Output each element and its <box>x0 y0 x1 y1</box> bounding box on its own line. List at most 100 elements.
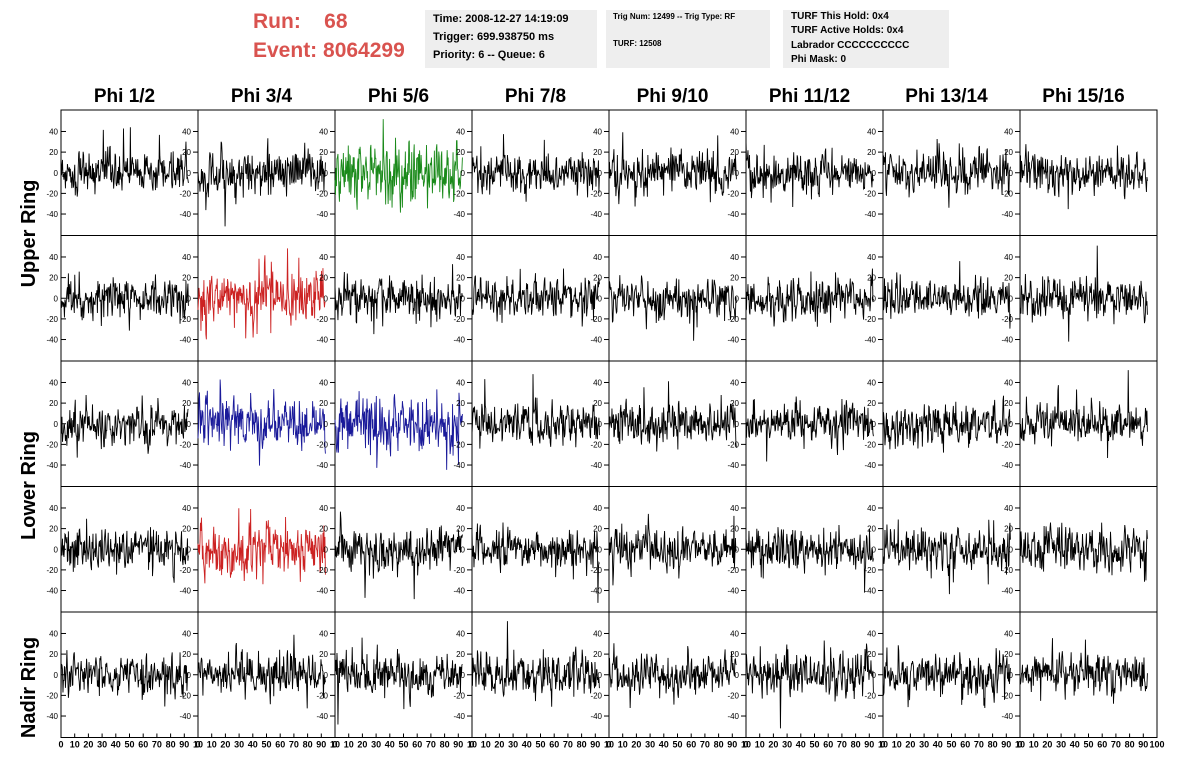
x-tick-label: 0 <box>332 740 337 750</box>
x-tick-label: 40 <box>659 740 669 750</box>
x-tick-label: 20 <box>220 740 230 750</box>
x-tick-label: 0 <box>58 740 63 750</box>
y-tick-label: -20 <box>590 566 602 575</box>
y-tick-label: 40 <box>182 127 191 136</box>
waveform-trace <box>334 389 463 470</box>
x-tick-label: 40 <box>248 740 258 750</box>
x-tick-label: 30 <box>508 740 518 750</box>
y-tick-label: 20 <box>456 274 465 283</box>
x-tick-label: 70 <box>426 740 436 750</box>
x-tick-label: 90 <box>1138 740 1148 750</box>
y-tick-label: -40 <box>316 587 328 596</box>
waveform-trace <box>745 140 874 208</box>
x-tick-label: 30 <box>234 740 244 750</box>
x-tick-label: 0 <box>743 740 748 750</box>
y-tick-label: 0 <box>54 420 59 429</box>
x-tick-label: 30 <box>1056 740 1066 750</box>
y-tick-label: -20 <box>453 691 465 700</box>
y-tick-label: 20 <box>1004 274 1013 283</box>
x-tick-label: 10 <box>1015 740 1025 750</box>
x-tick-label: 50 <box>124 740 134 750</box>
x-tick-label: 0 <box>880 740 885 750</box>
x-tick-label: 10 <box>330 740 340 750</box>
waveform-trace <box>745 396 874 462</box>
y-tick-label: 20 <box>867 274 876 283</box>
waveform-panel: -40 -20 0 20 40 <box>1001 235 1158 362</box>
y-tick-label: 40 <box>593 378 602 387</box>
y-tick-label: 40 <box>1004 629 1013 638</box>
waveform-trace <box>471 374 600 449</box>
y-tick-label: -20 <box>1001 691 1013 700</box>
y-tick-label: -20 <box>864 566 876 575</box>
waveform-trace <box>60 394 189 458</box>
y-tick-label: 0 <box>1009 169 1014 178</box>
panel-frame <box>60 235 199 362</box>
y-tick-label: -20 <box>727 691 739 700</box>
y-tick-label: 20 <box>456 399 465 408</box>
x-tick-label: 80 <box>851 740 861 750</box>
waveform-panel: -40 -20 0 20 40 <box>179 235 336 362</box>
event-number-label: Event: 8064299 <box>253 39 405 62</box>
y-tick-label: 0 <box>324 294 329 303</box>
x-tick-label: 30 <box>645 740 655 750</box>
x-tick-label: 30 <box>782 740 792 750</box>
y-tick-label: 0 <box>1009 420 1014 429</box>
turf-hold-text: TURF This Hold: 0x4 <box>791 11 889 22</box>
y-tick-label: 0 <box>872 294 877 303</box>
waveform-panel: -40 -20 0 20 40 <box>727 235 884 362</box>
waveform-trace <box>197 634 326 709</box>
y-tick-label: 40 <box>49 378 58 387</box>
x-tick-label: 40 <box>111 740 121 750</box>
y-tick-label: 0 <box>187 671 192 680</box>
y-tick-label: 20 <box>182 525 191 534</box>
y-tick-label: 20 <box>49 650 58 659</box>
y-tick-label: -40 <box>453 712 465 721</box>
y-tick-label: 20 <box>1004 525 1013 534</box>
waveform-trace <box>882 645 1011 709</box>
x-tick-label: 10 <box>755 740 765 750</box>
waveform-trace <box>471 268 600 327</box>
labrador-text: Labrador CCCCCCCCCC <box>791 40 910 51</box>
y-tick-label: -20 <box>590 315 602 324</box>
y-tick-label: 0 <box>54 671 59 680</box>
trig-info-box: Trig Num: 12499 -- Trig Type: RF TURF: 1… <box>606 10 770 68</box>
y-tick-label: 40 <box>1004 378 1013 387</box>
waveform-panel: -40 -20 0 20 40 <box>179 486 336 613</box>
y-tick-label: 40 <box>49 253 58 262</box>
y-tick-label: -40 <box>727 210 739 219</box>
y-tick-label: -20 <box>1001 315 1013 324</box>
y-tick-label: -40 <box>46 336 58 345</box>
waveform-panel: -40 -20 0 20 40 <box>453 360 610 487</box>
y-tick-label: 20 <box>319 148 328 157</box>
y-tick-label: 20 <box>456 525 465 534</box>
y-tick-label: 0 <box>1009 545 1014 554</box>
x-tick-label: 60 <box>549 740 559 750</box>
turf-info-box: TURF This Hold: 0x4 TURF Active Holds: 0… <box>783 10 949 68</box>
x-tick-label: 100 <box>1149 740 1164 750</box>
x-tick-label: 0 <box>1017 740 1022 750</box>
y-tick-label: -40 <box>727 461 739 470</box>
column-header-phi-11-12: Phi 11/12 <box>768 86 851 107</box>
y-tick-label: 20 <box>1004 399 1013 408</box>
y-tick-label: 0 <box>598 671 603 680</box>
x-tick-label: 10 <box>618 740 628 750</box>
y-tick-label: 0 <box>187 294 192 303</box>
x-tick-label: 90 <box>864 740 874 750</box>
y-tick-label: 0 <box>735 294 740 303</box>
waveform-panel: -40 -20 0 20 40 <box>864 360 1021 487</box>
x-tick-label: 50 <box>672 740 682 750</box>
y-tick-label: -20 <box>46 440 58 449</box>
x-tick-label: 70 <box>837 740 847 750</box>
y-tick-label: -20 <box>1001 189 1013 198</box>
x-tick-label: 10 <box>604 740 614 750</box>
waveform-panel: -40 -20 0 20 40 <box>727 109 884 236</box>
waveform-panel: -40 -20 0 20 40 <box>453 486 610 613</box>
waveform-panel: -40 -20 0 20 40 <box>1001 486 1158 613</box>
waveform-panel: -40 -20 0 20 40 <box>864 486 1021 613</box>
y-tick-label: 0 <box>324 545 329 554</box>
y-tick-label: 0 <box>54 545 59 554</box>
